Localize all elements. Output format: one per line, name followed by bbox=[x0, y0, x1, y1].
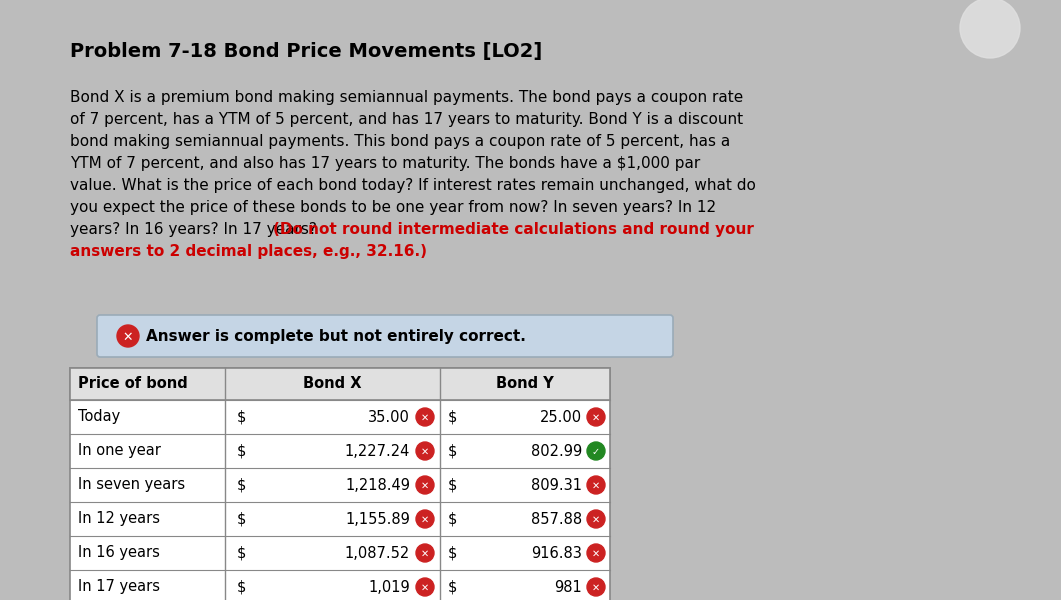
Text: ✓: ✓ bbox=[592, 447, 601, 457]
Text: $: $ bbox=[448, 511, 457, 527]
Circle shape bbox=[587, 578, 605, 596]
Text: 981: 981 bbox=[554, 580, 582, 595]
Circle shape bbox=[960, 0, 1020, 58]
Text: ✕: ✕ bbox=[421, 583, 429, 593]
Text: In 16 years: In 16 years bbox=[79, 545, 160, 560]
Circle shape bbox=[587, 408, 605, 426]
Text: $: $ bbox=[448, 580, 457, 595]
Text: YTM of 7 percent, and also has 17 years to maturity. The bonds have a $1,000 par: YTM of 7 percent, and also has 17 years … bbox=[70, 156, 700, 171]
Circle shape bbox=[117, 325, 139, 347]
Text: ✕: ✕ bbox=[421, 515, 429, 525]
Text: answers to 2 decimal places, e.g., 32.16.): answers to 2 decimal places, e.g., 32.16… bbox=[70, 244, 427, 259]
Text: you expect the price of these bonds to be one year from now? In seven years? In : you expect the price of these bonds to b… bbox=[70, 200, 716, 215]
Text: value. What is the price of each bond today? If interest rates remain unchanged,: value. What is the price of each bond to… bbox=[70, 178, 755, 193]
Text: $: $ bbox=[237, 409, 246, 425]
Text: Bond X: Bond X bbox=[303, 377, 362, 391]
Text: $: $ bbox=[237, 478, 246, 493]
Text: $: $ bbox=[237, 545, 246, 560]
Text: ✕: ✕ bbox=[421, 481, 429, 491]
Circle shape bbox=[587, 544, 605, 562]
Text: $: $ bbox=[448, 443, 457, 458]
Text: Problem 7-18 Bond Price Movements [LO2]: Problem 7-18 Bond Price Movements [LO2] bbox=[70, 42, 542, 61]
Text: 35.00: 35.00 bbox=[368, 409, 410, 425]
Text: 802.99: 802.99 bbox=[530, 443, 582, 458]
Text: 1,155.89: 1,155.89 bbox=[345, 511, 410, 527]
FancyBboxPatch shape bbox=[70, 368, 610, 600]
Text: ✕: ✕ bbox=[592, 515, 601, 525]
Text: ✕: ✕ bbox=[592, 583, 601, 593]
Text: ✕: ✕ bbox=[421, 447, 429, 457]
Text: 916.83: 916.83 bbox=[532, 545, 582, 560]
Text: $: $ bbox=[237, 443, 246, 458]
Text: 857.88: 857.88 bbox=[530, 511, 582, 527]
Text: (Do not round intermediate calculations and round your: (Do not round intermediate calculations … bbox=[273, 222, 753, 237]
Circle shape bbox=[416, 476, 434, 494]
Text: $: $ bbox=[448, 409, 457, 425]
Text: 1,019: 1,019 bbox=[368, 580, 410, 595]
FancyBboxPatch shape bbox=[70, 368, 610, 400]
Text: Answer is complete but not entirely correct.: Answer is complete but not entirely corr… bbox=[146, 329, 526, 343]
Text: ✕: ✕ bbox=[592, 549, 601, 559]
Text: In 17 years: In 17 years bbox=[79, 580, 160, 595]
Text: years? In 16 years? In 17 years?: years? In 16 years? In 17 years? bbox=[70, 222, 321, 237]
Text: ✕: ✕ bbox=[421, 549, 429, 559]
Circle shape bbox=[587, 510, 605, 528]
Text: 1,227.24: 1,227.24 bbox=[345, 443, 410, 458]
Text: $: $ bbox=[237, 580, 246, 595]
Text: In one year: In one year bbox=[79, 443, 161, 458]
Circle shape bbox=[416, 544, 434, 562]
Text: In seven years: In seven years bbox=[79, 478, 185, 493]
Circle shape bbox=[416, 408, 434, 426]
Text: of 7 percent, has a YTM of 5 percent, and has 17 years to maturity. Bond Y is a : of 7 percent, has a YTM of 5 percent, an… bbox=[70, 112, 743, 127]
Text: ✕: ✕ bbox=[421, 413, 429, 423]
Text: Price of bond: Price of bond bbox=[79, 377, 188, 391]
Text: 1,218.49: 1,218.49 bbox=[345, 478, 410, 493]
Text: 809.31: 809.31 bbox=[530, 478, 582, 493]
Circle shape bbox=[587, 476, 605, 494]
Circle shape bbox=[416, 442, 434, 460]
Text: In 12 years: In 12 years bbox=[79, 511, 160, 527]
Text: $: $ bbox=[237, 511, 246, 527]
Text: ✕: ✕ bbox=[592, 413, 601, 423]
Circle shape bbox=[416, 510, 434, 528]
Text: Bond Y: Bond Y bbox=[497, 377, 554, 391]
Text: 25.00: 25.00 bbox=[540, 409, 582, 425]
Text: 1,087.52: 1,087.52 bbox=[345, 545, 410, 560]
FancyBboxPatch shape bbox=[97, 315, 673, 357]
Circle shape bbox=[587, 442, 605, 460]
Circle shape bbox=[416, 578, 434, 596]
Text: $: $ bbox=[448, 478, 457, 493]
Text: ✕: ✕ bbox=[592, 481, 601, 491]
Text: bond making semiannual payments. This bond pays a coupon rate of 5 percent, has : bond making semiannual payments. This bo… bbox=[70, 134, 730, 149]
Text: $: $ bbox=[448, 545, 457, 560]
Text: ✕: ✕ bbox=[123, 331, 134, 343]
Text: Today: Today bbox=[79, 409, 120, 425]
Text: Bond X is a premium bond making semiannual payments. The bond pays a coupon rate: Bond X is a premium bond making semiannu… bbox=[70, 90, 744, 105]
